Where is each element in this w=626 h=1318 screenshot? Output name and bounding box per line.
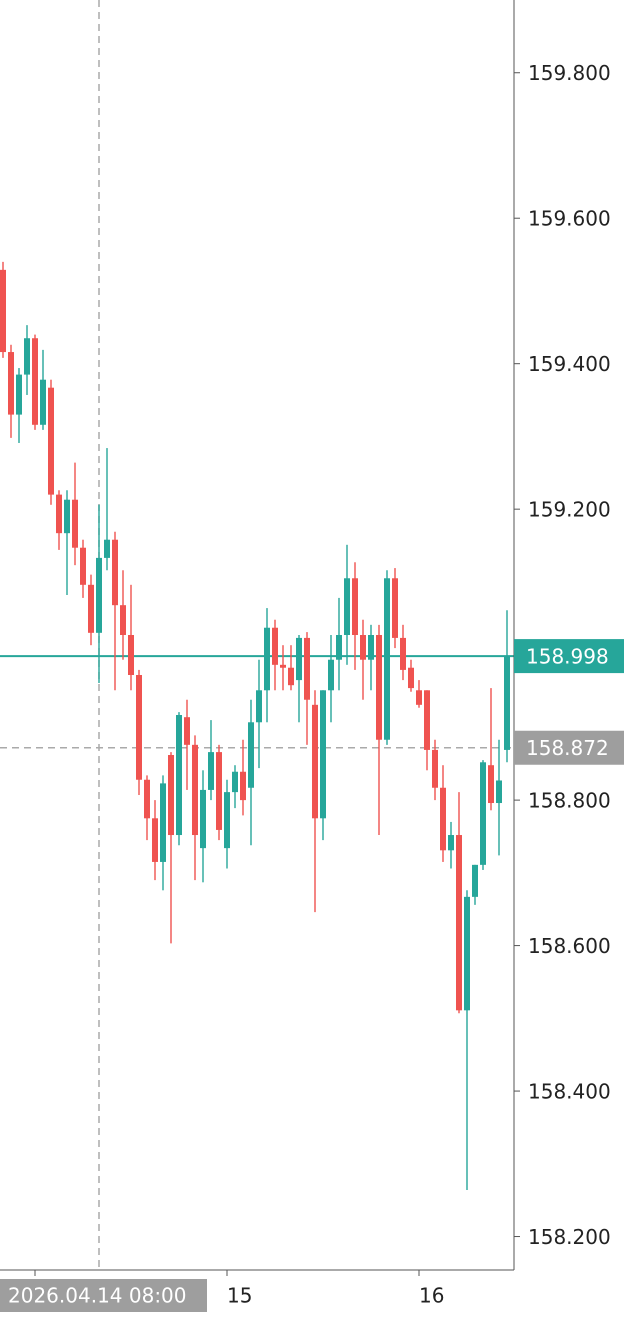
crosshair-y-box <box>514 730 624 765</box>
candle-body <box>304 637 310 700</box>
crosshair-y-label: 158.872 <box>526 736 609 760</box>
candle-body <box>232 771 238 793</box>
candle-body <box>104 539 110 558</box>
current-price-label: 158.998 <box>526 645 609 669</box>
labels: 158.200 158.400 158.600 158.800 159.200 159.4… <box>0 61 624 1312</box>
candle-body <box>464 896 470 1011</box>
candle-body <box>56 494 62 534</box>
y-tick-label: 159.400 <box>528 352 611 376</box>
candle-body <box>392 578 398 638</box>
y-tick-label: 158.600 <box>528 934 611 958</box>
candle-body <box>208 752 214 790</box>
candle-body <box>440 787 446 851</box>
candle-body <box>312 704 318 819</box>
candle-body <box>192 744 198 836</box>
candle-body <box>24 338 30 375</box>
candle-body <box>144 779 150 819</box>
candle-body <box>16 374 22 415</box>
y-tick-label: 159.600 <box>528 207 611 231</box>
candle-body <box>120 605 126 635</box>
candle-body <box>360 635 366 660</box>
candle-body <box>136 675 142 780</box>
candle-body <box>0 269 6 353</box>
candle-body <box>240 771 246 801</box>
candle-body <box>256 690 262 723</box>
y-tick-label: 158.200 <box>528 1225 611 1249</box>
candle-body <box>272 627 278 665</box>
candle-body <box>80 547 86 585</box>
candle-body <box>408 667 414 689</box>
candle-body <box>344 578 350 635</box>
candle-body <box>488 765 494 804</box>
y-tick-label: 159.200 <box>528 498 611 522</box>
candle-body <box>8 352 14 415</box>
candle-body <box>456 835 462 1011</box>
candle-body <box>352 578 358 635</box>
candle-body <box>168 755 174 836</box>
y-tick-label: 159.800 <box>528 61 611 85</box>
candle-body <box>376 635 382 740</box>
candle-body <box>416 690 422 705</box>
candle-body <box>472 864 478 897</box>
candle-body <box>160 783 166 862</box>
candle-body <box>184 717 190 745</box>
candle-body <box>400 637 406 670</box>
overlays <box>0 0 514 1270</box>
candle-body <box>424 690 430 750</box>
y-tick-label: 158.800 <box>528 789 611 813</box>
candle-body <box>48 387 54 495</box>
candles <box>0 261 510 1190</box>
candle-body <box>384 578 390 740</box>
candle-body <box>200 789 206 849</box>
candle-body <box>128 635 134 676</box>
current-price-box <box>514 639 624 674</box>
candle-body <box>328 659 334 691</box>
candle-body <box>288 667 294 686</box>
candle-body <box>88 584 94 633</box>
crosshair-x-label: 2026.04.14 08:00 <box>8 1284 187 1308</box>
candle-body <box>336 635 342 660</box>
candle-body <box>64 499 70 534</box>
candle-body <box>320 690 326 819</box>
candle-body <box>224 792 230 849</box>
candle-body <box>448 835 454 851</box>
candle-body <box>264 627 270 691</box>
candle-body <box>72 499 78 548</box>
y-tick-label: 158.400 <box>528 1080 611 1104</box>
candle-body <box>368 635 374 660</box>
candle-body <box>176 715 182 836</box>
candle-body <box>112 539 118 606</box>
x-tick-label: 15 <box>227 1284 252 1308</box>
candle-body <box>248 722 254 788</box>
candle-body <box>152 818 158 862</box>
candle-body <box>40 379 46 425</box>
candle-body <box>280 664 286 668</box>
candle-body <box>496 780 502 804</box>
x-tick-label: 16 <box>419 1284 444 1308</box>
crosshair-x-box <box>0 1279 207 1312</box>
axes <box>0 0 520 1276</box>
candle-body <box>480 762 486 865</box>
candle-body <box>32 338 38 425</box>
candle-body <box>296 637 302 681</box>
candle-body <box>432 749 438 788</box>
candle-body <box>216 752 222 830</box>
candle-body <box>504 656 510 750</box>
candle-body <box>96 557 102 633</box>
